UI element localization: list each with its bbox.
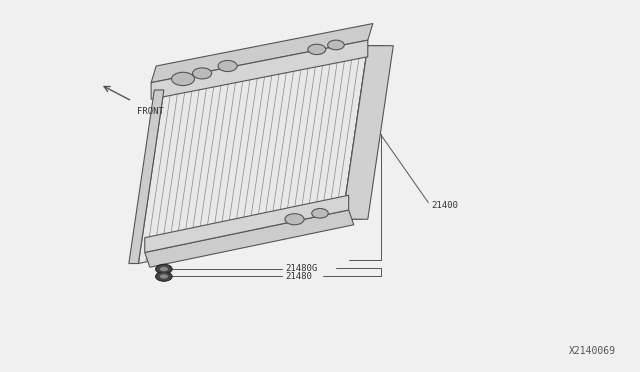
- Text: 21480G: 21480G: [285, 264, 317, 273]
- Polygon shape: [145, 195, 349, 253]
- Circle shape: [156, 264, 172, 274]
- Polygon shape: [342, 46, 384, 219]
- Text: X2140069: X2140069: [570, 346, 616, 356]
- Circle shape: [312, 209, 328, 218]
- Text: 21400: 21400: [431, 201, 458, 210]
- Polygon shape: [151, 23, 373, 83]
- Text: FRONT: FRONT: [137, 107, 164, 116]
- Polygon shape: [151, 40, 368, 99]
- Circle shape: [218, 61, 237, 71]
- Circle shape: [156, 272, 172, 281]
- Polygon shape: [138, 46, 368, 263]
- Circle shape: [159, 266, 168, 272]
- Circle shape: [285, 214, 304, 225]
- Circle shape: [308, 44, 326, 55]
- Circle shape: [172, 72, 195, 86]
- Circle shape: [328, 40, 344, 50]
- Circle shape: [193, 68, 212, 79]
- Polygon shape: [145, 210, 354, 267]
- Text: 21480: 21480: [285, 272, 312, 281]
- Polygon shape: [129, 90, 164, 263]
- Polygon shape: [342, 46, 394, 219]
- Circle shape: [159, 274, 168, 279]
